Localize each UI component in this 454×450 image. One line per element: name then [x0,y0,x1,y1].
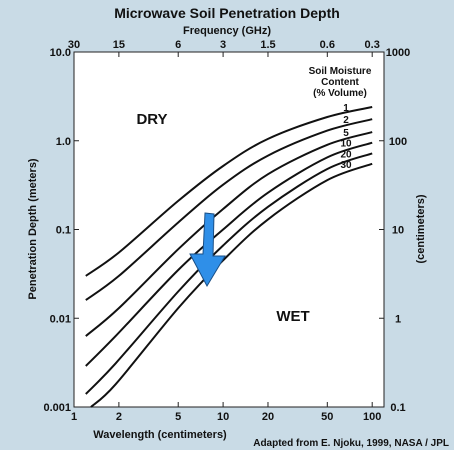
x-tick-label: 100 [363,411,381,423]
series-line-20 [85,152,373,395]
series-line-1 [85,106,373,277]
y-ticks: 10.0 1.0 0.1 0.01 0.001 [43,47,79,414]
y-tick-label: 1.0 [56,136,71,148]
right-tick-label: 10 [392,225,404,237]
x-tick-label: 50 [321,411,333,423]
y-tick-label: 0.1 [56,225,71,237]
right-tick-label: 1000 [386,47,410,59]
series-line-30 [90,162,373,408]
series-label-5: 5 [343,128,349,139]
series-lines [85,106,373,408]
series-label-10: 10 [340,139,352,150]
top-tick-label: 15 [113,39,125,51]
series-label-30: 30 [340,160,352,171]
x-tick-label: 10 [217,411,229,423]
dry-annotation: DRY [136,111,167,128]
x-axis-label: Wavelength (centimeters) [93,429,227,441]
top-tick-label: 6 [175,39,181,51]
x-tick-label: 1 [71,411,77,423]
right-tick-label: 1 [395,313,401,325]
credit-text: Adapted from E. Njoku, 1999, NASA / JPL [253,438,449,449]
series-label-2: 2 [343,115,349,126]
right-axis-label: (centimeters) [415,194,427,263]
top-axis-label: Frequency (GHz) [183,25,271,37]
x-tick-label: 20 [262,411,274,423]
top-ticks: 30 15 6 3 1.5 0.6 0.3 [68,39,380,57]
down-arrow-icon [189,212,226,288]
series-line-2 [85,118,373,301]
y-tick-label: 10.0 [50,47,71,59]
top-tick-label: 3 [220,39,226,51]
top-tick-label: 0.3 [365,39,380,51]
wet-annotation: WET [276,308,309,325]
series-line-5 [85,131,373,337]
y-tick-label: 0.01 [50,313,71,325]
y-axis-label: Penetration Depth (meters) [27,158,39,300]
legend-title-line-2: Content [321,77,359,88]
top-tick-label: 1.5 [260,39,275,51]
top-tick-label: 0.6 [320,39,335,51]
x-tick-label: 5 [175,411,181,423]
legend-title-line-1: Soil Moisture [309,66,372,77]
legend-title-line-3: (% Volume) [313,88,367,99]
right-tick-label: 0.1 [390,402,405,414]
right-tick-label: 100 [389,136,407,148]
chart-title: Microwave Soil Penetration Depth [114,5,340,21]
x-tick-label: 2 [116,411,122,423]
top-tick-label: 30 [68,39,80,51]
plot-area [73,51,385,408]
series-label-20: 20 [340,149,352,160]
x-ticks: 1 2 5 10 20 50 100 [71,402,381,423]
series-line-10 [85,141,373,367]
series-label-1: 1 [343,103,349,114]
right-ticks: 1000 100 10 1 0.1 [379,47,410,414]
y-tick-label: 0.001 [43,402,71,414]
